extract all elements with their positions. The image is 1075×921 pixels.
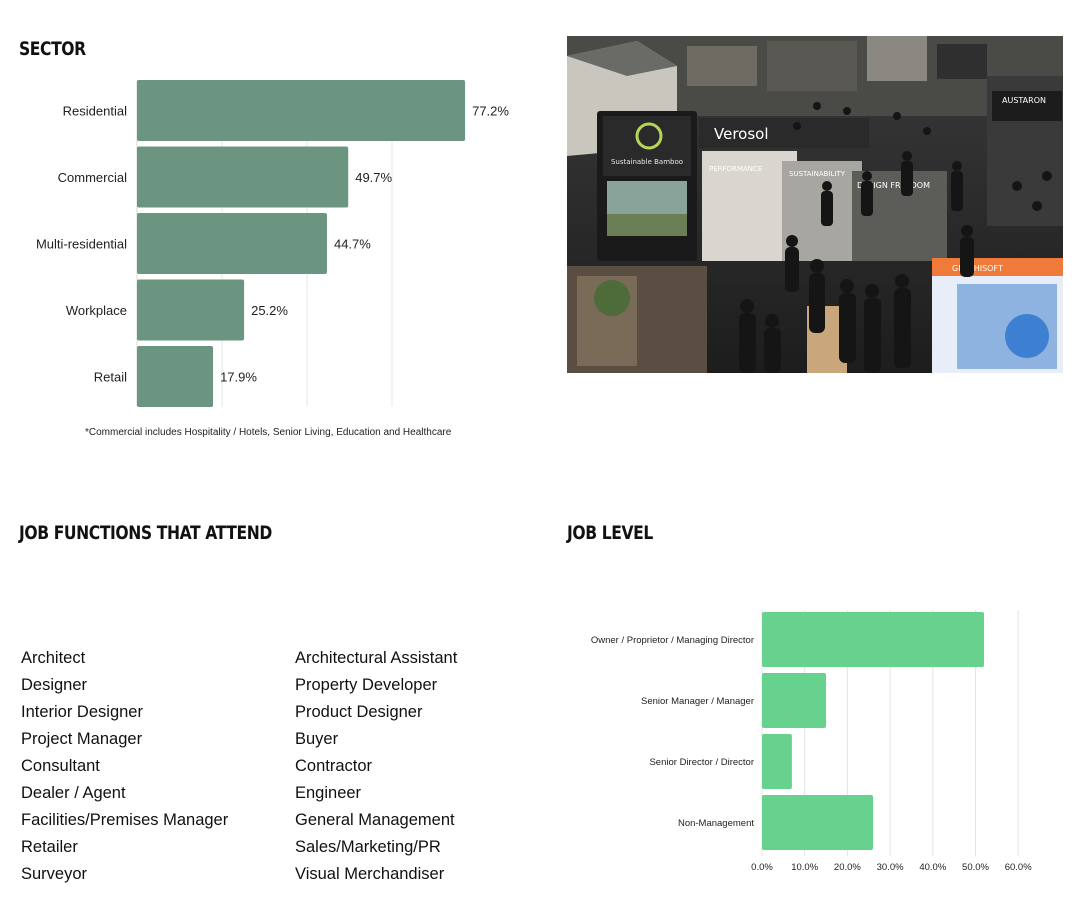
sector-heading: SECTOR xyxy=(19,38,86,60)
job-function-item: Contractor xyxy=(295,757,373,775)
sector-bar xyxy=(137,80,466,141)
job-function-item: Facilities/Premises Manager xyxy=(21,811,229,829)
sign-design-freedom: DESIGN FREEDOM xyxy=(857,181,930,190)
sector-value-label: 17.9% xyxy=(220,370,257,385)
job-level-bar-chart: Owner / Proprietor / Managing Director Se… xyxy=(591,610,1032,873)
sector-category-label: Commercial xyxy=(58,170,127,185)
sector-bar xyxy=(137,346,214,407)
job-function-item: Product Designer xyxy=(295,703,423,721)
sector-category-label: Workplace xyxy=(66,303,127,318)
sector-bar-chart: Residential 77.2% Commercial 49.7% Multi-res… xyxy=(36,80,509,407)
job-function-item: Engineer xyxy=(295,784,362,802)
sector-category-label: Multi-residential xyxy=(36,237,127,252)
sign-austaron: AUSTARON xyxy=(1002,96,1046,105)
sign-graphisoft: GRAPHISOFT xyxy=(952,264,1003,273)
level-category-label: Owner / Proprietor / Managing Director xyxy=(591,635,754,646)
job-level-heading: JOB LEVEL xyxy=(567,522,653,544)
job-function-item: Project Manager xyxy=(21,730,143,748)
job-function-item: Consultant xyxy=(21,757,100,775)
job-function-item: Dealer / Agent xyxy=(21,784,126,802)
level-x-tick-label: 20.0% xyxy=(834,862,861,873)
sign-sustainable-bamboo: Sustainable Bamboo xyxy=(611,158,683,166)
level-category-label: Non-Management xyxy=(678,818,754,829)
level-bar xyxy=(762,612,985,667)
job-function-item: Sales/Marketing/PR xyxy=(295,838,441,856)
job-function-item: Interior Designer xyxy=(21,703,143,721)
level-bar xyxy=(762,734,792,789)
job-function-item: Architectural Assistant xyxy=(295,649,458,667)
job-functions-column-1: Architect Designer Interior Designer Pro… xyxy=(21,645,228,888)
sign-performance: PERFORMANCE xyxy=(709,165,762,173)
level-category-label: Senior Manager / Manager xyxy=(641,696,754,707)
sector-bar xyxy=(137,279,245,341)
sector-footnote: *Commercial includes Hospitality / Hotel… xyxy=(85,427,452,438)
job-function-item: Surveyor xyxy=(21,865,88,883)
job-functions-heading: JOB FUNCTIONS THAT ATTEND xyxy=(19,522,272,544)
sector-value-label: 25.2% xyxy=(251,303,288,318)
level-x-tick-label: 50.0% xyxy=(962,862,989,873)
job-function-item: Retailer xyxy=(21,838,78,856)
job-function-item: Visual Merchandiser xyxy=(295,865,445,883)
sector-category-label: Residential xyxy=(63,104,127,119)
sector-value-label: 49.7% xyxy=(355,170,392,185)
level-bar xyxy=(762,795,874,850)
job-function-item: Architect xyxy=(21,649,86,667)
job-function-item: Designer xyxy=(21,676,88,694)
level-x-tick-label: 30.0% xyxy=(877,862,904,873)
job-function-item: Property Developer xyxy=(295,676,438,694)
level-category-label: Senior Director / Director xyxy=(649,757,754,768)
job-function-item: General Management xyxy=(295,811,455,829)
level-x-tick-label: 40.0% xyxy=(919,862,946,873)
sector-bar xyxy=(137,146,349,208)
sector-bar xyxy=(137,213,327,274)
expo-hall-photo: Sustainable Bamboo Verosol PERFORMANCE S… xyxy=(567,36,1063,373)
level-x-tick-label: 60.0% xyxy=(1005,862,1032,873)
job-function-item: Buyer xyxy=(295,730,339,748)
level-x-tick-label: 10.0% xyxy=(791,862,818,873)
sector-value-label: 44.7% xyxy=(334,237,371,252)
level-x-tick-label: 0.0% xyxy=(751,862,773,873)
sector-value-label: 77.2% xyxy=(472,104,509,119)
sign-verosol: Verosol xyxy=(714,125,769,143)
sector-category-label: Retail xyxy=(94,370,127,385)
sign-sustainability: SUSTAINABILITY xyxy=(789,170,846,178)
job-functions-column-2: Architectural Assistant Property Develop… xyxy=(295,645,457,888)
level-bar xyxy=(762,673,827,728)
